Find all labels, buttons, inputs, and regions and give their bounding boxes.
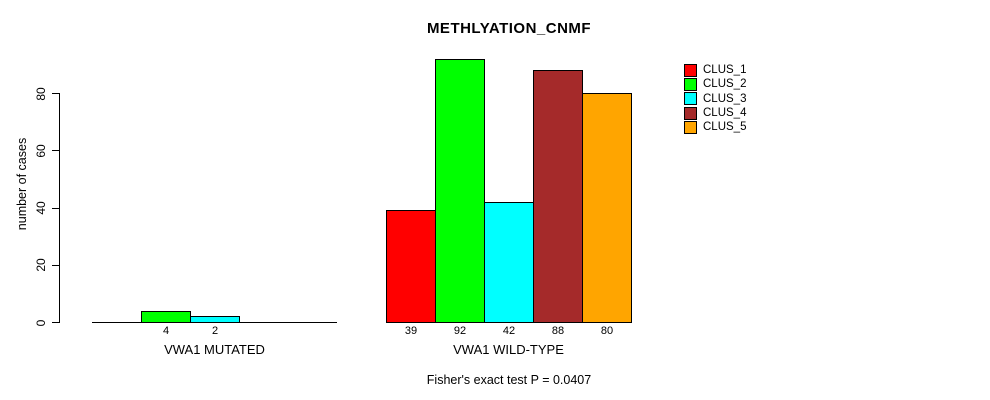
legend-label: CLUS_5: [703, 121, 747, 134]
bar-clus_3: [484, 202, 534, 323]
y-tick-label: 40: [34, 201, 48, 215]
legend-item-clus_2: CLUS_2: [684, 77, 746, 91]
y-tick: [52, 93, 59, 94]
legend-swatch-icon: [684, 106, 697, 120]
legend-swatch-icon: [684, 77, 697, 91]
y-tick: [52, 322, 59, 323]
fisher-test-annotation: Fisher's exact test P = 0.0407: [426, 373, 592, 387]
y-tick: [52, 150, 59, 152]
legend-item-clus_4: CLUS_4: [684, 106, 746, 120]
y-tick: [52, 264, 59, 266]
bar-value-label: 42: [502, 325, 516, 337]
bar-value-label: 80: [600, 325, 614, 337]
legend-swatch-icon: [684, 120, 697, 134]
bar-clus_5: [582, 93, 632, 323]
legend-item-clus_1: CLUS_1: [684, 63, 746, 77]
bar-value-label: 2: [211, 325, 219, 337]
legend-label: CLUS_1: [703, 64, 747, 76]
y-axis-line: [59, 93, 60, 323]
legend-swatch-icon: [684, 63, 697, 77]
y-tick: [52, 207, 59, 209]
bar-clus_3: [190, 316, 240, 323]
bar-value-label: 92: [453, 325, 467, 337]
chart-title: METHLYATION_CNMF: [426, 20, 592, 37]
x-category-label: VWA1 WILD-TYPE: [453, 342, 564, 357]
y-tick-label: 20: [34, 258, 48, 272]
bar-clus_1: [386, 210, 436, 323]
bar-clus_4: [533, 70, 583, 323]
x-category-label: VWA1 MUTATED: [164, 342, 265, 357]
legend-label: CLUS_4: [703, 106, 747, 119]
y-axis-label: number of cases: [15, 137, 29, 231]
bar-clus_2: [141, 311, 191, 323]
bar-value-label: 88: [551, 325, 565, 337]
bar-value-label: 4: [162, 325, 170, 337]
y-tick-label: 80: [34, 86, 48, 101]
legend-swatch-icon: [684, 92, 697, 106]
bar-clus_2: [435, 59, 485, 323]
y-tick-label: 0: [34, 319, 48, 326]
legend-label: CLUS_2: [703, 78, 747, 91]
legend-label: CLUS_3: [703, 92, 747, 105]
y-tick-label: 60: [34, 144, 48, 158]
legend-item-clus_5: CLUS_5: [684, 120, 746, 134]
legend-item-clus_3: CLUS_3: [684, 92, 746, 106]
bar-value-label: 39: [404, 325, 418, 337]
legend: CLUS_1 CLUS_2 CLUS_3 CLUS_4 CLUS_5: [684, 63, 746, 134]
